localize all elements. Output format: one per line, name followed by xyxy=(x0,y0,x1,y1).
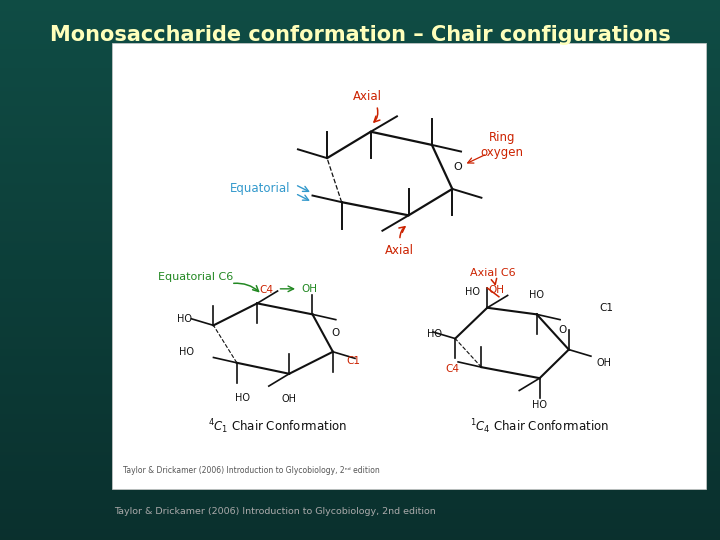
Text: HO: HO xyxy=(529,289,544,300)
Text: HO: HO xyxy=(235,393,250,403)
Text: HO: HO xyxy=(465,287,480,298)
Text: HO: HO xyxy=(177,314,192,324)
Text: OH: OH xyxy=(596,358,611,368)
Text: C4: C4 xyxy=(445,364,459,374)
Text: HO: HO xyxy=(532,400,547,409)
Text: Taylor & Drickamer (2006) Introduction to Glycobiology, 2ⁿᵈ edition: Taylor & Drickamer (2006) Introduction t… xyxy=(123,466,380,475)
Text: $^1C_4$ Chair Conformation: $^1C_4$ Chair Conformation xyxy=(470,417,609,436)
Text: O: O xyxy=(454,162,462,172)
Text: Equatorial C6: Equatorial C6 xyxy=(158,272,233,282)
Text: C1: C1 xyxy=(346,355,360,366)
Text: Axial C6: Axial C6 xyxy=(470,267,516,278)
Text: HO: HO xyxy=(427,329,442,339)
Text: OH: OH xyxy=(488,285,504,295)
Text: Axial: Axial xyxy=(354,90,382,103)
FancyBboxPatch shape xyxy=(112,43,706,489)
Text: O: O xyxy=(332,328,340,338)
Text: Monosaccharide conformation – Chair configurations: Monosaccharide conformation – Chair conf… xyxy=(50,25,670,45)
Text: $^4C_1$ Chair Conformation: $^4C_1$ Chair Conformation xyxy=(208,417,347,436)
Text: O: O xyxy=(559,325,567,335)
Text: C4: C4 xyxy=(259,285,273,295)
Text: Taylor & Drickamer (2006) Introduction to Glycobiology, 2nd edition: Taylor & Drickamer (2006) Introduction t… xyxy=(114,508,436,516)
Text: Equatorial: Equatorial xyxy=(230,183,290,195)
Text: OH: OH xyxy=(302,284,318,294)
Text: C1: C1 xyxy=(600,303,613,313)
Text: OH: OH xyxy=(282,394,297,404)
Text: HO: HO xyxy=(179,347,194,357)
Text: Axial: Axial xyxy=(385,244,415,257)
Text: Ring
oxygen: Ring oxygen xyxy=(480,131,523,159)
